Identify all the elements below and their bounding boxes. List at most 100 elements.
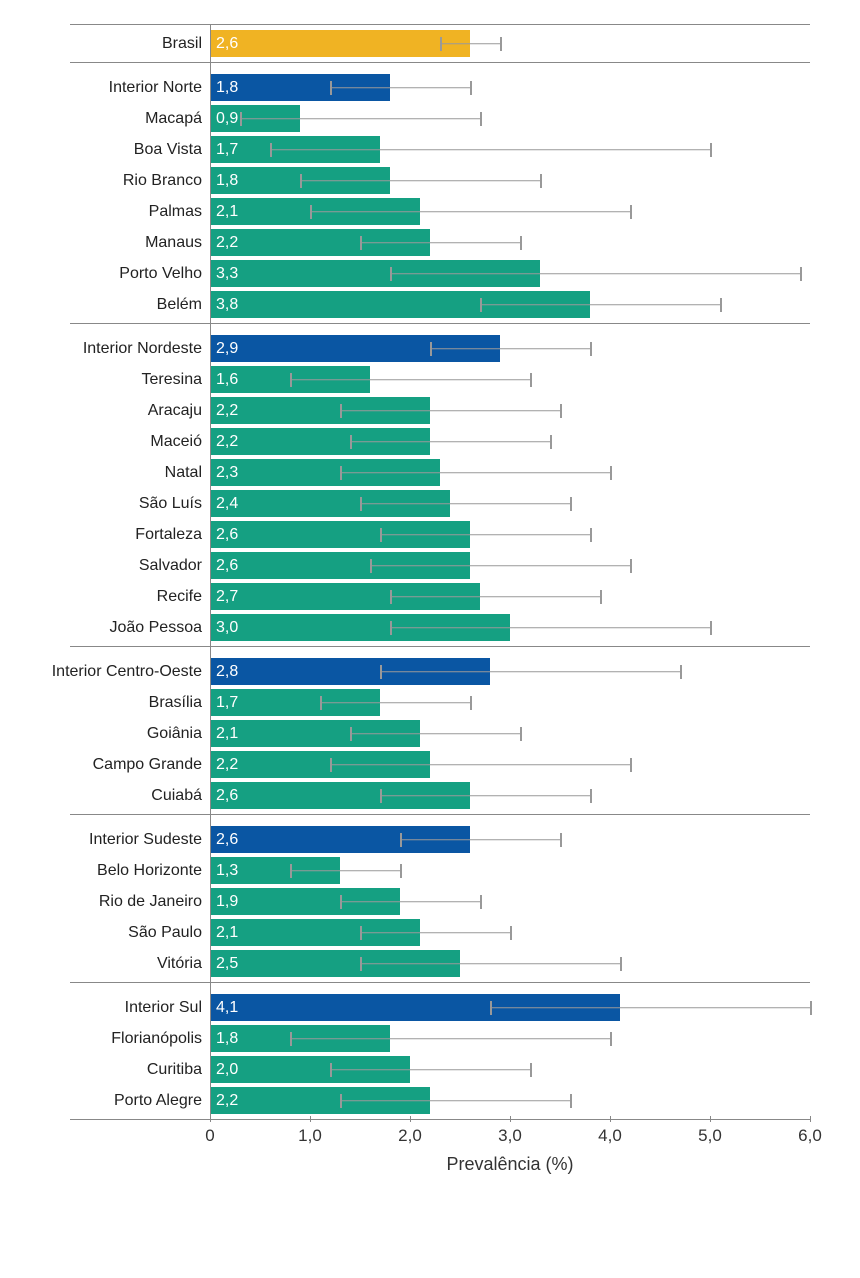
bar-value: 2,1: [216, 198, 238, 225]
row-label: Interior Sul: [10, 992, 202, 1023]
row-label: Maceió: [10, 426, 202, 457]
row-label: Salvador: [10, 550, 202, 581]
chart-row: Interior Sudeste 2,6: [10, 824, 810, 855]
row-label: Recife: [10, 581, 202, 612]
row-label: Curitiba: [10, 1054, 202, 1085]
row-label: Belém: [10, 289, 202, 320]
chart-row: Interior Centro-Oeste 2,8: [10, 656, 810, 687]
bar-value: 2,2: [216, 229, 238, 256]
bar-value: 2,8: [216, 658, 238, 685]
bar-value: 2,6: [216, 521, 238, 548]
bar-value: 2,2: [216, 751, 238, 778]
bar-value: 2,2: [216, 428, 238, 455]
row-label: Goiânia: [10, 718, 202, 749]
chart-row: Porto Velho 3,3: [10, 258, 810, 289]
error-bar: [380, 795, 590, 797]
chart-row: São Paulo 2,1: [10, 917, 810, 948]
bar-value: 1,8: [216, 74, 238, 101]
error-bar: [290, 1038, 610, 1040]
bar-value: 2,6: [216, 826, 238, 853]
row-label: Natal: [10, 457, 202, 488]
chart-row: João Pessoa 3,0: [10, 612, 810, 643]
error-bar: [370, 565, 630, 567]
row-label: João Pessoa: [10, 612, 202, 643]
row-label: Manaus: [10, 227, 202, 258]
error-bar: [380, 534, 590, 536]
bar-value: 2,2: [216, 1087, 238, 1114]
error-bar: [290, 379, 530, 381]
chart-row: Goiânia2,1: [10, 718, 810, 749]
chart-row: Rio de Janeiro1,9: [10, 886, 810, 917]
error-bar: [310, 211, 630, 213]
bar-value: 0,9: [216, 105, 238, 132]
chart-row: Porto Alegre 2,2: [10, 1085, 810, 1116]
bar-value: 1,7: [216, 136, 238, 163]
bar-value: 2,3: [216, 459, 238, 486]
x-tick-label: 1,0: [298, 1126, 322, 1146]
chart-row: Manaus 2,2: [10, 227, 810, 258]
bar-value: 3,3: [216, 260, 238, 287]
bar-value: 1,7: [216, 689, 238, 716]
row-label: Florianópolis: [10, 1023, 202, 1054]
error-bar: [390, 627, 710, 629]
chart-row: Brasil2,6: [10, 28, 810, 59]
bar-value: 2,6: [216, 30, 238, 57]
bar: [210, 30, 470, 57]
chart-row: Natal 2,3: [10, 457, 810, 488]
bar-value: 2,0: [216, 1056, 238, 1083]
row-label: Rio de Janeiro: [10, 886, 202, 917]
bar-value: 2,7: [216, 583, 238, 610]
error-bar: [360, 242, 520, 244]
bar-value: 2,2: [216, 397, 238, 424]
row-label: Macapá: [10, 103, 202, 134]
chart-row: Interior Nordeste2,9: [10, 333, 810, 364]
chart-row: Maceió 2,2: [10, 426, 810, 457]
chart-row: Palmas2,1: [10, 196, 810, 227]
chart-row: São Luís 2,4: [10, 488, 810, 519]
error-bar: [270, 149, 710, 151]
row-label: Fortaleza: [10, 519, 202, 550]
chart-row: Curitiba 2,0: [10, 1054, 810, 1085]
row-label: São Paulo: [10, 917, 202, 948]
y-axis-baseline: [210, 24, 211, 1116]
error-bar: [350, 441, 550, 443]
row-label: Interior Sudeste: [10, 824, 202, 855]
error-bar: [490, 1007, 810, 1009]
error-bar: [330, 87, 470, 89]
row-label: Interior Centro-Oeste: [10, 656, 202, 687]
x-tick-label: 2,0: [398, 1126, 422, 1146]
row-label: Vitória: [10, 948, 202, 979]
x-tick-label: 4,0: [598, 1126, 622, 1146]
error-bar: [440, 43, 500, 45]
row-label: São Luís: [10, 488, 202, 519]
error-bar: [430, 348, 590, 350]
bar-value: 4,1: [216, 994, 238, 1021]
error-bar: [360, 963, 620, 965]
chart-row: Rio Branco1,8: [10, 165, 810, 196]
error-bar: [290, 870, 400, 872]
row-label: Interior Norte: [10, 72, 202, 103]
x-tick-label: 5,0: [698, 1126, 722, 1146]
chart-row: Interior Sul 4,1: [10, 992, 810, 1023]
chart-row: Boa Vista 1,7: [10, 134, 810, 165]
chart-row: Belo Horizonte1,3: [10, 855, 810, 886]
error-bar: [340, 901, 480, 903]
bar-value: 3,0: [216, 614, 238, 641]
row-label: Boa Vista: [10, 134, 202, 165]
error-bar: [360, 503, 570, 505]
row-label: Interior Nordeste: [10, 333, 202, 364]
row-label: Porto Alegre: [10, 1085, 202, 1116]
error-bar: [380, 671, 680, 673]
row-label: Belo Horizonte: [10, 855, 202, 886]
error-bar: [330, 1069, 530, 1071]
error-bar: [350, 733, 520, 735]
bar-value: 2,4: [216, 490, 238, 517]
bar-value: 2,6: [216, 782, 238, 809]
chart-row: Salvador2,6: [10, 550, 810, 581]
row-label: Campo Grande: [10, 749, 202, 780]
error-bar: [360, 932, 510, 934]
row-label: Porto Velho: [10, 258, 202, 289]
bar-value: 2,1: [216, 919, 238, 946]
chart-row: Recife 2,7: [10, 581, 810, 612]
x-tick-label: 6,0: [798, 1126, 822, 1146]
